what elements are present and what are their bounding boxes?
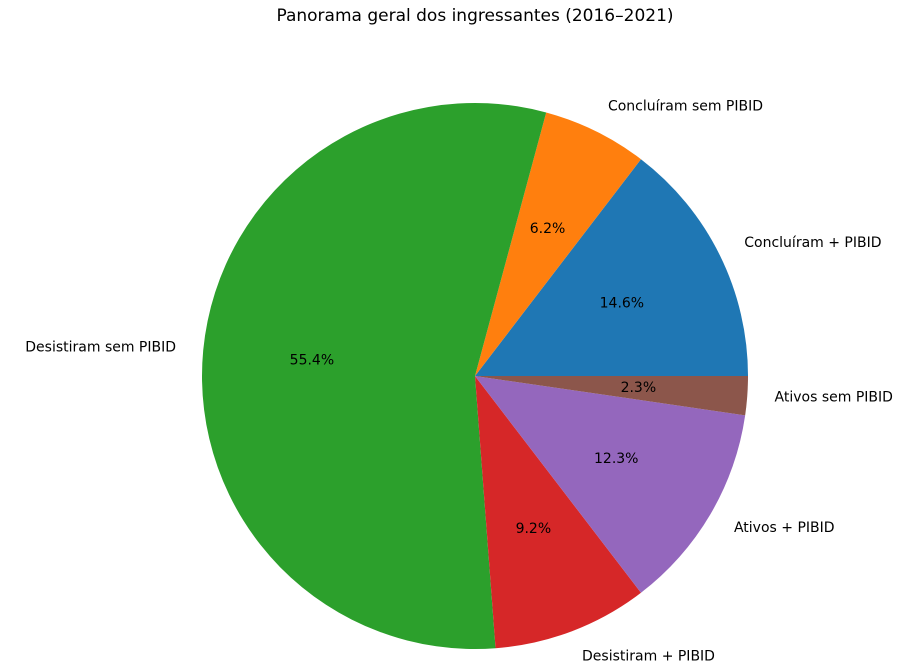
slice-label-0: Concluíram + PIBID <box>744 235 881 251</box>
slice-label-4: Ativos + PIBID <box>734 520 835 536</box>
pct-label-1: 6.2% <box>530 221 566 237</box>
pct-label-5: 2.3% <box>621 380 657 396</box>
pct-label-2: 55.4% <box>290 353 334 369</box>
pct-label-3: 9.2% <box>516 521 552 537</box>
pie-slice-1 <box>475 112 641 377</box>
slice-label-2: Desistiram sem PIBID <box>25 340 176 356</box>
pct-label-4: 12.3% <box>594 451 638 467</box>
pie-slice-2 <box>202 103 547 649</box>
chart-title: Panorama geral dos ingressantes (2016–20… <box>276 6 674 26</box>
slice-label-3: Desistiram + PIBID <box>582 649 715 665</box>
pie-slice-5 <box>475 376 748 416</box>
slice-label-1: Concluíram sem PIBID <box>608 99 763 115</box>
pie-slice-4 <box>475 376 746 593</box>
pie-slice-3 <box>475 376 641 649</box>
pie-slice-0 <box>475 159 748 376</box>
slice-label-5: Ativos sem PIBID <box>775 390 893 406</box>
pct-label-0: 14.6% <box>600 295 644 311</box>
